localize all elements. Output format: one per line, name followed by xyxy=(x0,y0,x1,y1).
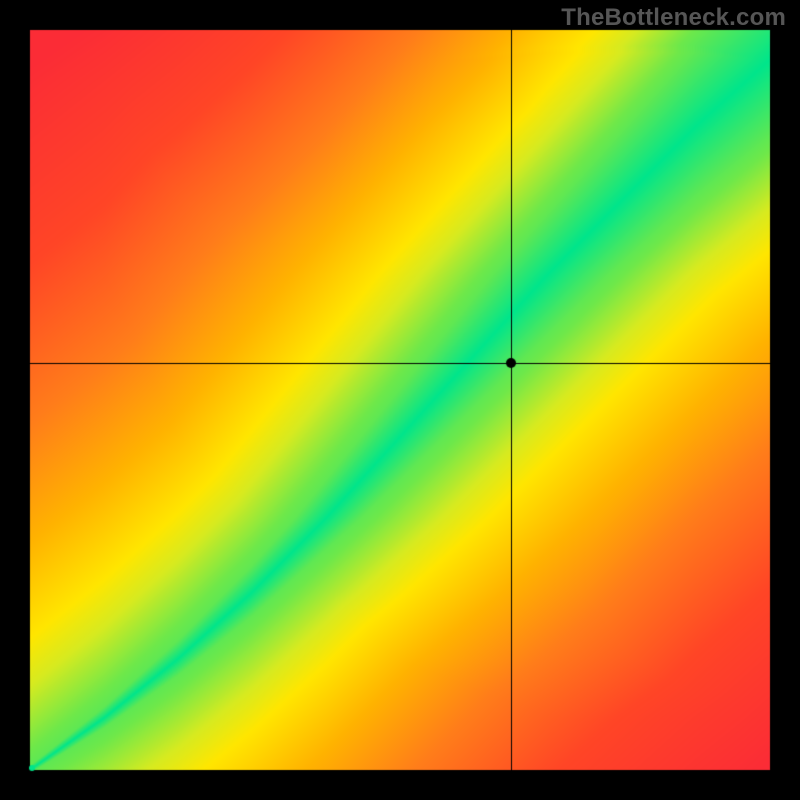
bottleneck-heatmap xyxy=(0,0,800,800)
watermark-text: TheBottleneck.com xyxy=(561,4,786,32)
chart-container: TheBottleneck.com xyxy=(0,0,800,800)
